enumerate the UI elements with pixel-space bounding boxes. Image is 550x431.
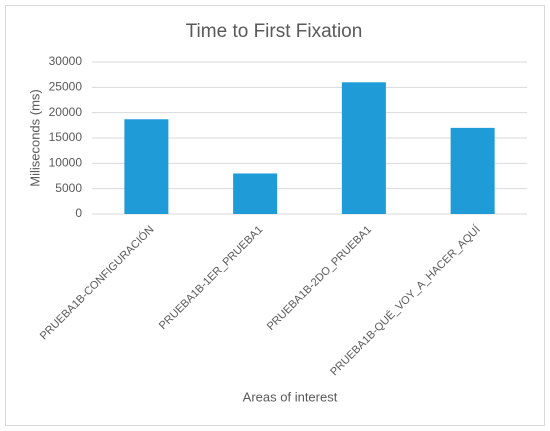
bar bbox=[450, 127, 495, 214]
bar bbox=[341, 82, 386, 215]
chart-title: Time to First Fixation bbox=[186, 21, 363, 42]
chart-border bbox=[5, 5, 545, 426]
y-tick-label: 10000 bbox=[49, 156, 83, 170]
y-tick-label: 30000 bbox=[49, 54, 83, 68]
y-tick-label: 25000 bbox=[49, 80, 83, 94]
bar bbox=[233, 173, 278, 214]
bar bbox=[124, 119, 169, 214]
y-tick-label: 20000 bbox=[49, 105, 83, 119]
y-tick-label: 5000 bbox=[55, 181, 82, 195]
x-axis-label: Areas of interest bbox=[243, 389, 338, 404]
y-axis-label: Miliseconds (ms) bbox=[27, 89, 42, 187]
y-tick-label: 0 bbox=[75, 206, 82, 220]
y-tick-label: 15000 bbox=[49, 130, 83, 144]
